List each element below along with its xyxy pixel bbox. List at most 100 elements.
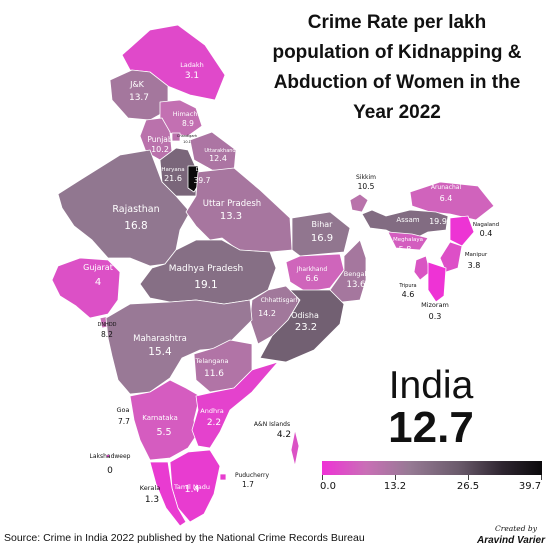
map-regions [51,24,495,527]
region-name-label: Chhattisgarh [261,297,300,304]
legend-tick-label: 13.2 [383,481,407,492]
region-name-label: Ladakh [180,61,204,69]
region-arunachal [409,181,495,221]
title-line-2: population of Kidnapping & [272,42,522,63]
region-chandigarh [171,132,181,142]
region-name-label: Odisha [291,311,319,320]
region-value-label: 0.3 [429,312,442,321]
region-value-label: 5.5 [156,427,171,438]
legend-tick [322,475,323,480]
region-an [290,429,300,467]
region-value-label: 16.8 [124,220,147,232]
region-name-label: Punjab [147,135,173,144]
region-meghalaya [387,231,429,251]
region-name-label: Karnataka [142,414,178,422]
region-andhra [191,361,279,449]
title-line-3: Abduction of Women in the [273,72,521,93]
region-value-label: 12.4 [209,154,227,163]
credit-author: Aravind Varier [477,535,545,546]
region-value-label: 4 [95,277,101,288]
region-name-label: DNHDD [97,322,116,328]
region-name-label: Sikkim [356,174,376,181]
region-value-label: 13.7 [129,93,149,103]
region-value-label: 7.7 [118,417,130,426]
region-value-label: 21.6 [164,174,182,183]
region-value-label: 3.8 [468,261,481,270]
region-value-label: 39.7 [194,176,211,185]
region-name-label: Telangana [195,357,229,365]
region-name-label: A&N Islands [254,421,290,428]
region-value-label: 3.1 [185,71,199,81]
region-name-label: Rajasthan [112,204,159,215]
region-value-label: 19.9 [429,217,447,226]
region-name-label: Arunachal [431,184,462,191]
region-value-label: 1.4 [184,484,199,495]
region-mizoram [427,261,447,303]
region-name-label: Puducherry [235,472,270,479]
region-value-label: 2.2 [207,418,221,428]
region-name-label: Uttar Pradesh [203,199,261,209]
region-name-label: Manipur [465,252,488,258]
region-kerala [149,461,187,527]
region-value-label: 8.9 [182,119,194,128]
region-value-label: 14.2 [258,309,276,318]
region-name-label: Lakshadweep [89,453,130,460]
legend-tick [468,475,469,480]
region-odisha [259,289,345,363]
region-name-label: Gujarat [83,263,113,272]
region-name-label: Andhra [200,407,223,415]
region-name-label: Meghalaya [393,237,423,243]
region-value-label: 0 [107,466,113,476]
title-line-1: Crime Rate per lakh [307,12,487,33]
region-value-label: 1.7 [242,480,254,489]
region-puducherry [219,473,227,481]
region-name-label: Chandigarh [177,134,197,138]
region-value-label: 19.1 [194,279,217,291]
region-jharkhand [285,253,345,293]
region-name-label: Maharashtra [133,334,187,344]
region-value-label: 13.6 [347,280,366,290]
region-value-label: 1.3 [145,495,159,505]
region-value-label: 16.9 [311,233,333,244]
map-title: Crime Rate per lakh population of Kidnap… [262,8,532,128]
region-value-label: 0.4 [480,229,493,238]
title-line-4: Year 2022 [353,102,441,123]
region-bengal [329,239,367,303]
legend-tick-label: 39.7 [518,481,542,492]
region-name-label: Bihar [312,220,334,229]
legend-tick [541,475,542,480]
region-name-label: Nagaland [473,222,499,228]
region-name-label: J&K [129,80,145,89]
region-name-label: Kerala [140,484,160,492]
region-value-label: 4.2 [277,430,291,440]
region-sikkim [349,193,369,213]
region-name-label: Bengal [344,270,367,278]
region-value-label: 10.5 [358,182,375,191]
legend-tick-label: 26.5 [456,481,480,492]
region-name-label: Himachal [173,110,204,118]
region-value-label: 10.1 [183,140,191,144]
legend-color-scale [322,461,542,475]
region-bihar [291,211,351,257]
region-value-label: 13.3 [220,211,242,222]
region-gujarat [51,257,121,319]
country-name: India [388,364,474,407]
region-value-label: 11.6 [204,369,224,379]
region-name-label: Haryana [161,167,184,173]
source-note: Source: Crime in India 2022 published by… [4,532,365,544]
legend-tick [395,475,396,480]
region-assam [361,209,449,241]
region-value-label: 6.6 [306,274,319,283]
region-manipur [439,241,463,273]
region-value-label: 23.2 [295,322,317,333]
region-value-label: 10.2 [151,145,169,154]
region-value-label: 8.2 [101,330,113,339]
region-name-label: Jharkhand [296,266,327,273]
region-name-label: Goa [117,406,130,414]
region-name-label: Assam [396,216,419,224]
legend-tick-label: 0.0 [320,481,336,492]
region-name-label: Madhya Pradesh [169,264,244,274]
region-name-label: Delhi [196,167,209,173]
